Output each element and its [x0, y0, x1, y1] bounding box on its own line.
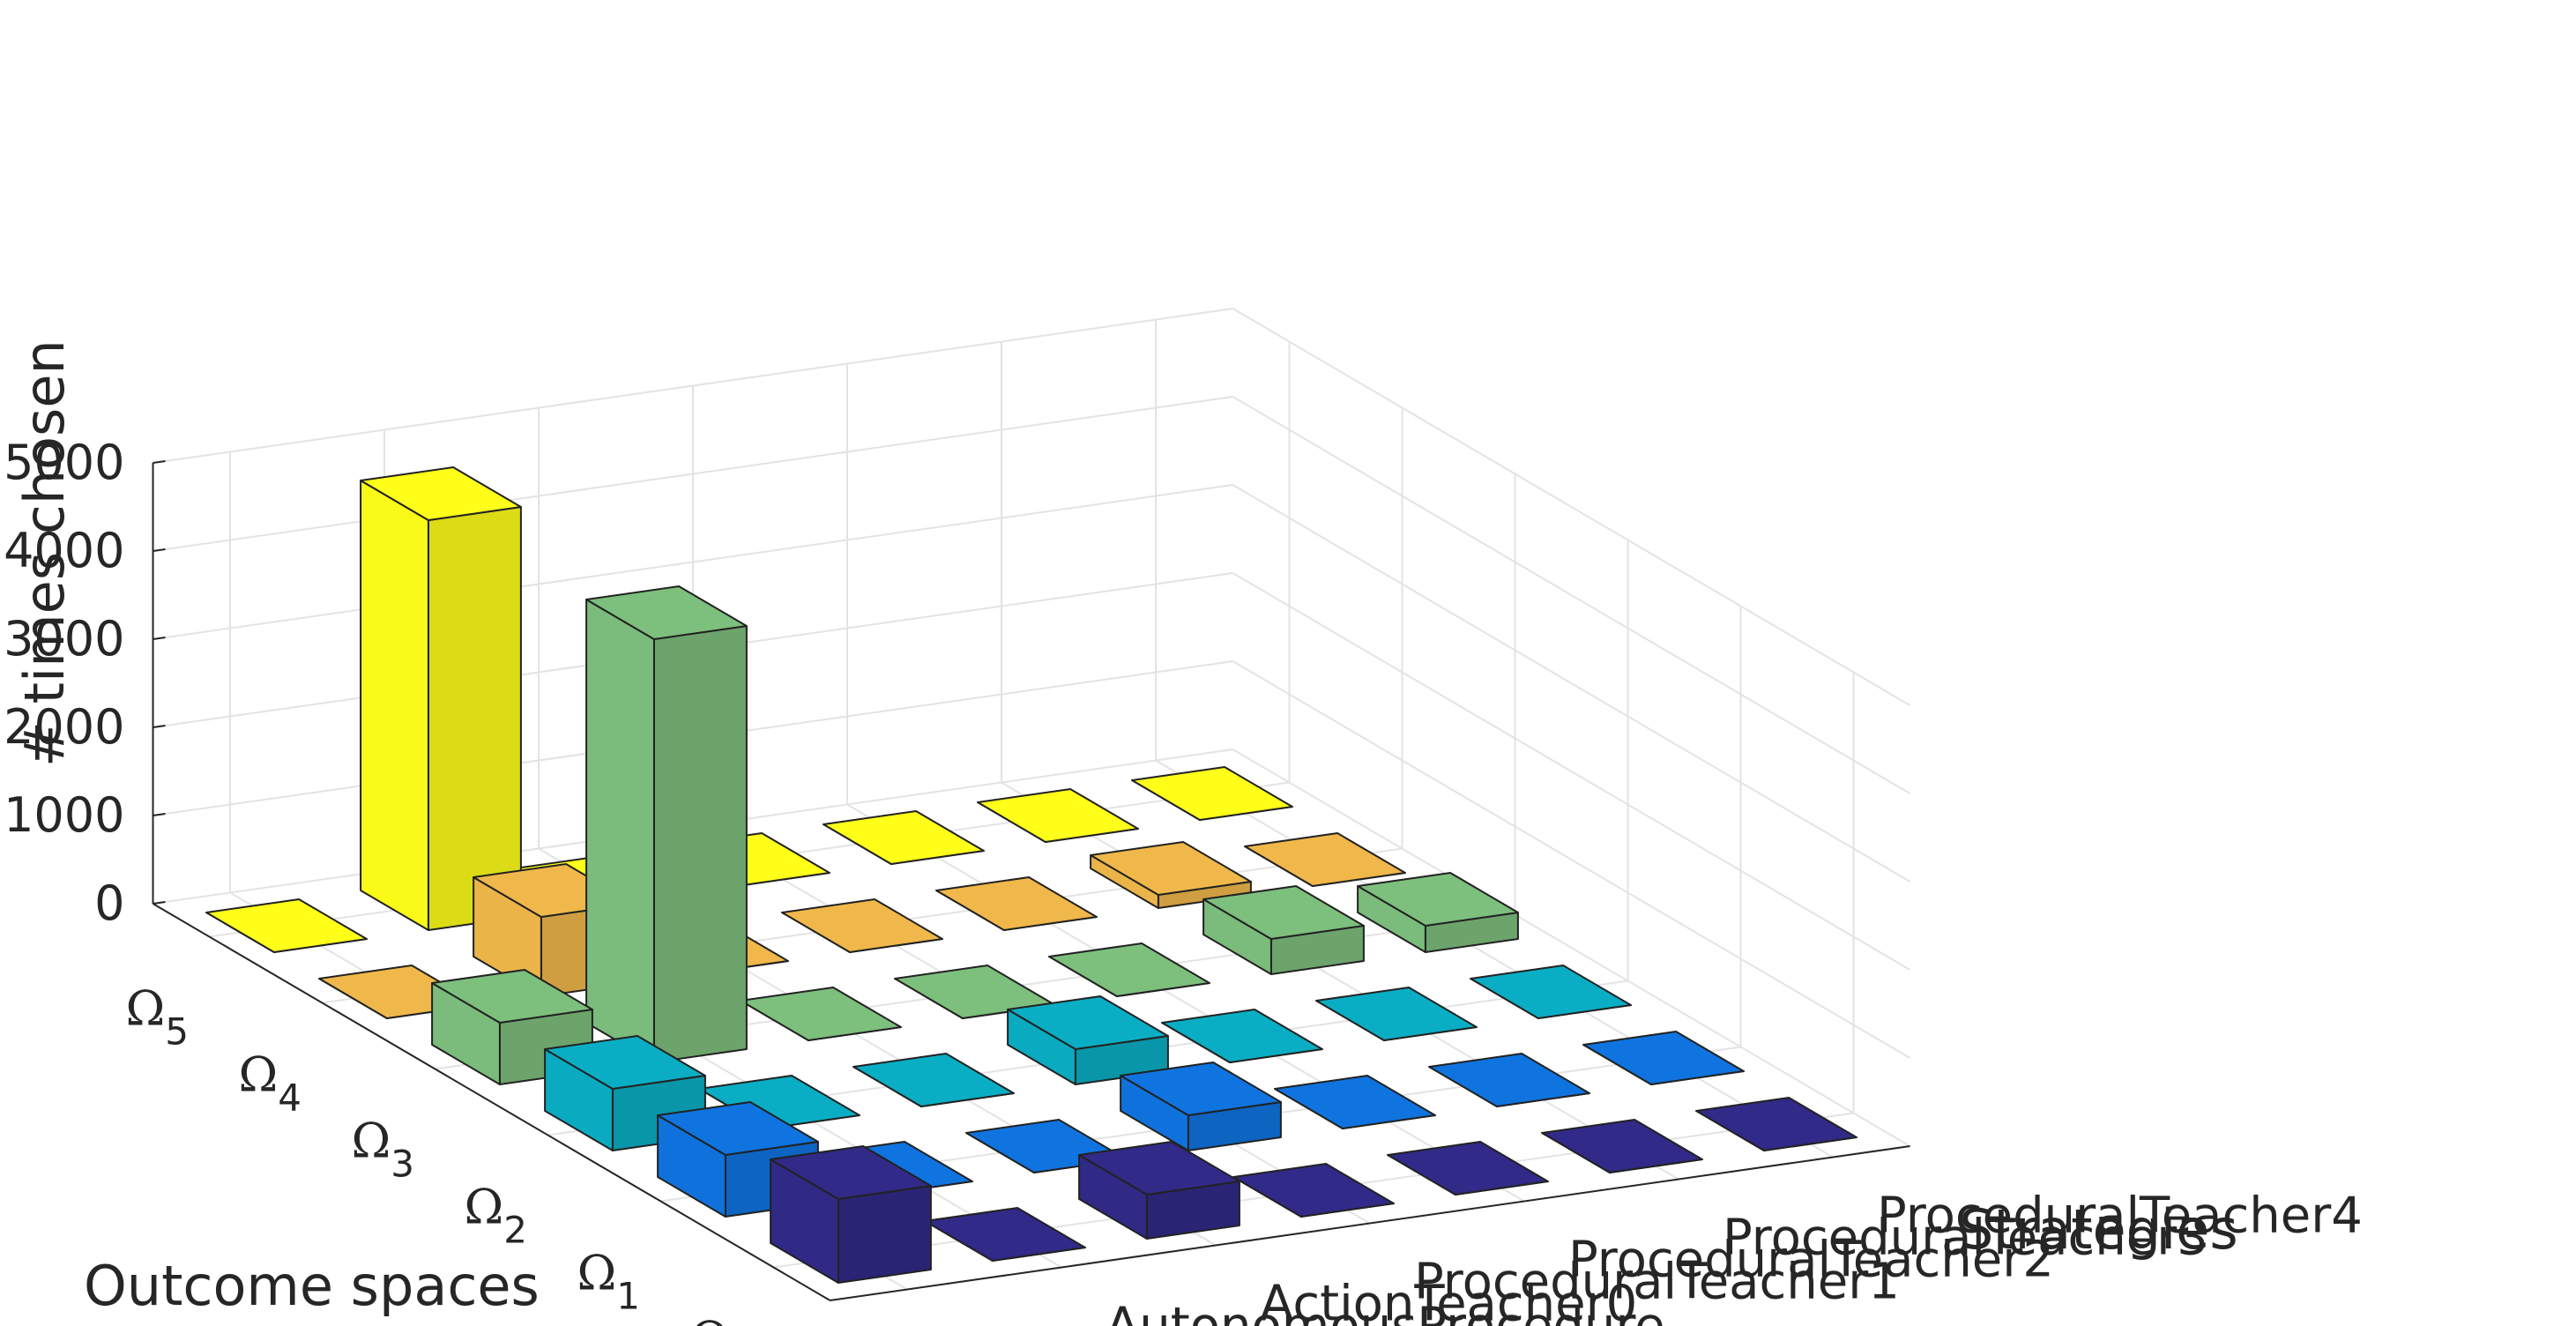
z-tick-mark: [153, 548, 166, 552]
bar-0-4: [823, 810, 985, 865]
bar-5-6: [1695, 1097, 1858, 1151]
bar-5-5: [1541, 1119, 1703, 1173]
y-axis-title: # times chosen: [12, 339, 77, 767]
z-tick-mark: [153, 813, 166, 816]
z-tick-label: 2000: [4, 699, 124, 755]
gridline-sidewall-z: [1232, 749, 1911, 1147]
bar-3-6: [1470, 965, 1632, 1019]
bar-3-5: [1315, 987, 1478, 1041]
bar-1-6: [1244, 832, 1406, 887]
bar-2-2: [740, 987, 902, 1041]
gridline-sidewall-z: [1232, 308, 1911, 706]
bar-5-3: [1232, 1163, 1395, 1218]
bars: [205, 466, 1858, 1284]
bar-0-1: [360, 466, 522, 931]
bar-3-3: [1007, 995, 1169, 1085]
bar-3-2: [852, 1053, 1015, 1107]
gridline-floor-y: [1001, 781, 1679, 1181]
outcome-space-label: Ω5: [126, 981, 190, 1054]
strategy-label: ProceduralTeacher2: [1568, 1232, 2054, 1289]
z-tick-mark: [153, 725, 166, 728]
gridline-sidewall-z: [1232, 572, 1911, 971]
bar-4-6: [1582, 1031, 1745, 1085]
strategy-label: ProceduralTeacher3: [1723, 1210, 2208, 1267]
bar-2-5: [1202, 885, 1365, 975]
gridlines: [152, 308, 1911, 1301]
gridline-floor-y: [1155, 759, 1834, 1158]
bar-1-3: [781, 898, 943, 953]
x-axis-title: Outcome spaces: [84, 1254, 540, 1318]
outcome-space-label: Ω0: [690, 1312, 754, 1326]
outcome-space-label: Ω2: [465, 1180, 528, 1252]
bar-1-4: [935, 876, 1098, 931]
outcome-space-label: Ω3: [352, 1114, 415, 1186]
z-tick-label: 0: [94, 875, 124, 931]
z-tick-label: 5000: [4, 435, 124, 490]
bar-5-2: [1078, 1141, 1240, 1240]
bar-5-0: [770, 1145, 932, 1284]
strategy-axis-title: Strategies: [1959, 1197, 2238, 1262]
bar-2-4: [1048, 942, 1210, 997]
strategy-label: AutonomousProcedure: [1106, 1298, 1665, 1326]
strategy-label: AutonomousActions: [951, 1320, 1443, 1326]
gridline-floor-y: [846, 803, 1525, 1203]
bar-4-3: [1120, 1062, 1282, 1151]
z-tick-label: 1000: [4, 787, 124, 843]
bar-0-0: [205, 898, 368, 953]
bar-2-6: [1357, 872, 1519, 953]
z-tick-label: 4000: [4, 523, 124, 578]
z-tick-mark: [153, 901, 166, 905]
bar-4-5: [1428, 1053, 1590, 1107]
axis-line: [152, 903, 831, 1301]
z-axis-ticks: 0 1000 2000 3000 4000 5000: [4, 435, 166, 931]
bar-2-0: [431, 969, 593, 1085]
z-tick-label: 3000: [4, 611, 124, 667]
axis-line: [830, 1145, 1910, 1301]
bar-2-1: [585, 585, 748, 1063]
bar-1-5: [1090, 841, 1252, 909]
z-tick-mark: [153, 460, 166, 464]
gridline-sidewall-z: [1232, 396, 1911, 794]
strategy-label: ProceduralTeacher4: [1877, 1188, 2363, 1245]
bar-0-5: [977, 788, 1139, 843]
bar-0-6: [1131, 766, 1293, 821]
bar-5-4: [1387, 1141, 1549, 1196]
gridline-sidewall-z: [1232, 484, 1911, 883]
bar-4-4: [1274, 1075, 1436, 1129]
bar-5-1: [924, 1207, 1086, 1262]
z-tick-mark: [153, 637, 166, 640]
gridline-sidewall-z: [1232, 660, 1911, 1059]
outcome-space-label: Ω1: [577, 1246, 641, 1318]
strategy-label: ProceduralTeacher1: [1414, 1254, 1900, 1311]
strategy-label: ActionTeacher0: [1260, 1276, 1637, 1326]
outcome-space-label: Ω4: [239, 1047, 302, 1120]
bar-3-4: [1161, 1009, 1323, 1063]
strategy-tick-labels: AutonomousActionsAutonomousProcedureActi…: [951, 1188, 2363, 1326]
